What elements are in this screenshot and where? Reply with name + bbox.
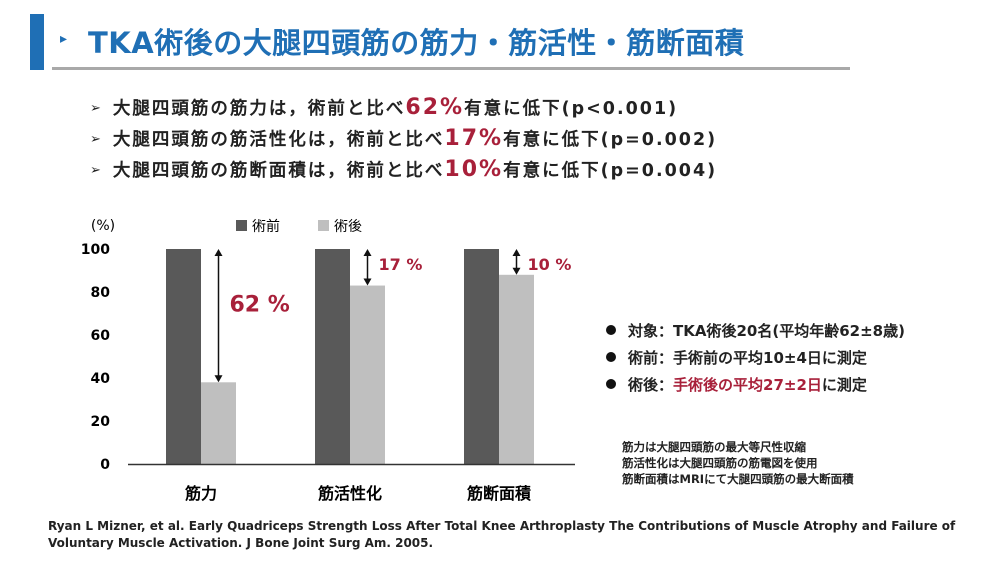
summary-text: 大腿四頭筋の筋断面積は，術前と比べ xyxy=(112,161,445,181)
y-tick-label: 0 xyxy=(100,457,110,473)
info-text-highlight: 手術後の平均27±2日 xyxy=(673,376,822,394)
summary-item: ➢ 大腿四頭筋の筋活性化は，術前と比べ17%有意に低下(p=0.002) xyxy=(90,123,717,154)
note-line: 筋断面積はMRIにて大腿四頭筋の最大断面積 xyxy=(622,472,854,486)
summary-value: 10% xyxy=(444,157,504,182)
x-tick-label: 筋力 xyxy=(184,484,217,503)
y-tick-label: 80 xyxy=(91,285,111,301)
bar-pre xyxy=(166,249,201,464)
summary-text: 大腿四頭筋の筋力は，術前と比べ xyxy=(112,99,406,119)
bullet-dot-icon xyxy=(606,379,616,389)
bar-pre xyxy=(315,249,350,464)
difference-label: 62 % xyxy=(230,293,290,318)
arrow-head-icon xyxy=(512,249,521,256)
x-tick-label: 筋断面積 xyxy=(466,484,532,503)
info-label: 対象： xyxy=(628,322,674,340)
bar-post xyxy=(499,274,534,464)
method-notes: 筋力は大腿四頭筋の最大等尺性収縮 筋活性化は大腿四頭筋の筋電図を使用 筋断面積は… xyxy=(622,439,854,487)
info-text: 手術前の平均10±4日に測定 xyxy=(673,349,867,367)
summary-bullets: ➢ 大腿四頭筋の筋力は，術前と比べ62%有意に低下(p<0.001) ➢ 大腿四頭筋… xyxy=(90,92,717,185)
difference-label: 10 % xyxy=(528,255,572,274)
summary-item: ➢ 大腿四頭筋の筋力は，術前と比べ62%有意に低下(p<0.001) xyxy=(90,92,717,123)
legend-swatch xyxy=(236,220,247,231)
title-accent-bar xyxy=(30,14,44,70)
title-divider xyxy=(52,67,850,70)
arrow-head-icon xyxy=(214,375,223,383)
legend-swatch xyxy=(318,220,329,231)
legend-label: 術後 xyxy=(334,219,362,235)
title-marker-icon: ▸ xyxy=(60,31,68,47)
bullet-dot-icon xyxy=(606,325,616,335)
summary-value: 17% xyxy=(444,126,504,151)
y-tick-label: 40 xyxy=(91,371,111,387)
citation: Ryan L Mizner, et al. Early Quadriceps S… xyxy=(48,519,956,550)
info-label: 術後： xyxy=(628,376,674,394)
arrow-head-icon xyxy=(363,249,372,256)
info-item: 対象：TKA術後20名(平均年齢62±8歳) xyxy=(606,318,905,345)
arrow-bullet-icon: ➢ xyxy=(90,163,103,178)
summary-value: 62% xyxy=(405,95,465,120)
info-label: 術前： xyxy=(628,349,674,367)
y-tick-label: 60 xyxy=(91,328,111,344)
difference-label: 17 % xyxy=(379,255,423,274)
summary-text: 有意に低下(p=0.004) xyxy=(503,161,718,181)
arrow-bullet-icon: ➢ xyxy=(90,132,103,147)
bar-pre xyxy=(464,249,499,464)
info-text: に測定 xyxy=(821,376,867,394)
bar-post xyxy=(201,382,236,464)
arrow-head-icon xyxy=(363,278,372,286)
bullet-dot-icon xyxy=(606,352,616,362)
summary-text: 有意に低下(p<0.001) xyxy=(464,99,679,119)
note-line: 筋活性化は大腿四頭筋の筋電図を使用 xyxy=(622,456,818,470)
y-tick-label: 100 xyxy=(81,242,110,258)
summary-text: 有意に低下(p=0.002) xyxy=(503,130,718,150)
y-tick-label: 20 xyxy=(91,414,111,430)
y-axis-label: (%) xyxy=(91,218,115,234)
arrow-bullet-icon: ➢ xyxy=(90,101,103,116)
info-text: TKA術後20名(平均年齢62±8歳) xyxy=(673,322,905,340)
note-line: 筋力は大腿四頭筋の最大等尺性収縮 xyxy=(622,440,806,454)
page-title: TKA術後の大腿四頭筋の筋力・筋活性・筋断面積 xyxy=(88,26,745,60)
study-info: 対象：TKA術後20名(平均年齢62±8歳) 術前：手術前の平均10±4日に測定… xyxy=(606,318,905,399)
info-item: 術前：手術前の平均10±4日に測定 xyxy=(606,345,905,372)
info-item: 術後：手術後の平均27±2日に測定 xyxy=(606,372,905,399)
arrow-head-icon xyxy=(214,249,223,256)
summary-text: 大腿四頭筋の筋活性化は，術前と比べ xyxy=(112,130,445,150)
bar-post xyxy=(350,285,385,464)
x-tick-label: 筋活性化 xyxy=(317,484,382,503)
legend-label: 術前 xyxy=(252,218,280,235)
arrow-head-icon xyxy=(512,267,521,275)
summary-item: ➢ 大腿四頭筋の筋断面積は，術前と比べ10%有意に低下(p=0.004) xyxy=(90,154,717,185)
